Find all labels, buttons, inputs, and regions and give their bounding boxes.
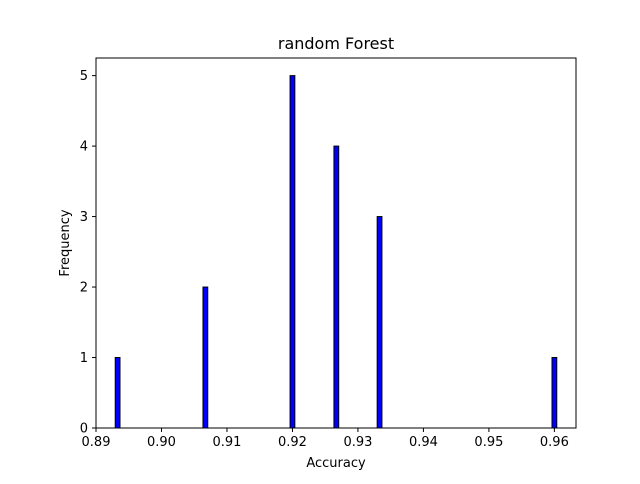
- x-axis-label: Accuracy: [306, 456, 366, 471]
- y-tick-label-2: 2: [80, 281, 88, 296]
- bar-4: [376, 216, 383, 429]
- axis-ticks: 0.89 0.90 0.91 0.92 0.93 0.94 0.95 0.96 0 1 2 3 4 5: [80, 69, 569, 450]
- x-tick-label-0: 0.89: [82, 435, 111, 450]
- x-tick-label-3: 0.92: [278, 435, 307, 450]
- y-tick-label-4: 4: [80, 140, 88, 155]
- x-tick-label-5: 0.94: [409, 435, 438, 450]
- bar-0: [114, 357, 121, 429]
- plot-frame: [95, 57, 577, 429]
- x-tick-label-4: 0.93: [343, 435, 372, 450]
- x-tick-label-2: 0.91: [212, 435, 241, 450]
- x-tick-label-6: 0.95: [474, 435, 503, 450]
- y-tick-label-1: 1: [80, 351, 88, 366]
- bar-3: [333, 145, 340, 429]
- x-tick-label-7: 0.96: [540, 435, 569, 450]
- bar-2: [289, 75, 296, 429]
- chart-title: random Forest: [278, 34, 394, 53]
- x-tick-label-1: 0.90: [147, 435, 176, 450]
- y-tick-label-0: 0: [80, 422, 88, 437]
- bar-5: [551, 357, 558, 429]
- y-axis-label: Frequency: [58, 209, 73, 276]
- y-tick-label-5: 5: [80, 69, 88, 84]
- y-tick-label-3: 3: [80, 210, 88, 225]
- bar-1: [202, 286, 209, 429]
